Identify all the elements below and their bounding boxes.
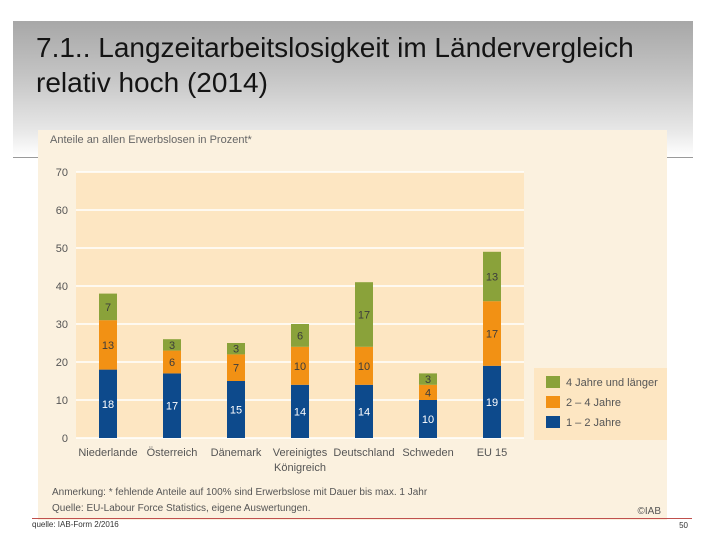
data-label: 3 — [169, 340, 175, 352]
bar-segment — [227, 343, 245, 355]
bar-segment — [291, 384, 309, 438]
bar-segment — [355, 282, 373, 347]
bar-segment — [419, 373, 437, 385]
y-tick-label: 40 — [56, 281, 68, 293]
bar-segment — [227, 354, 245, 381]
data-label: 6 — [297, 330, 303, 342]
legend-swatch — [546, 396, 560, 408]
data-label: 14 — [294, 406, 306, 418]
data-label: 17 — [358, 310, 370, 322]
data-label: 3 — [425, 374, 431, 386]
data-label: 13 — [102, 340, 114, 352]
data-label: 13 — [486, 272, 498, 284]
bar-segment — [163, 350, 181, 374]
y-tick-label: 60 — [56, 205, 68, 217]
legend-swatch — [546, 376, 560, 388]
data-label: 14 — [358, 406, 370, 418]
legend-label: 2 – 4 Jahre — [566, 397, 621, 409]
bar-segment — [355, 384, 373, 438]
stacked-bar-chart: Anteile an allen Erwerbslosen in Prozent… — [50, 134, 667, 474]
x-tick-label: Schweden — [402, 447, 453, 459]
data-label: 15 — [230, 405, 242, 417]
chart-source: Quelle: EU-Labour Force Statistics, eige… — [52, 503, 311, 514]
chart-title: Anteile an allen Erwerbslosen in Prozent… — [50, 134, 253, 146]
x-tick-label: Dänemark — [211, 447, 262, 459]
page-number: 50 — [679, 521, 688, 530]
chart-copyright: ©IAB — [637, 506, 662, 517]
y-tick-label: 0 — [62, 433, 68, 445]
bar-segment — [163, 339, 181, 351]
source-footer: quelle: IAB-Form 2/2016 — [32, 520, 119, 529]
x-tick-label: Niederlande — [78, 447, 137, 459]
x-tick-label: Vereinigtes — [273, 447, 328, 459]
y-tick-label: 70 — [56, 167, 68, 179]
x-tick-label: Königreich — [274, 462, 326, 474]
x-tick-label: EU 15 — [477, 447, 508, 459]
data-label: 3 — [233, 344, 239, 356]
bar-segment — [483, 301, 501, 366]
legend-label: 4 Jahre und länger — [566, 377, 658, 389]
bar-segment — [355, 346, 373, 385]
data-label: 10 — [358, 361, 370, 373]
data-label: 18 — [102, 399, 114, 411]
bar-segment — [483, 251, 501, 302]
y-tick-label: 50 — [56, 243, 68, 255]
bar-segment — [163, 373, 181, 438]
data-label: 7 — [233, 363, 239, 375]
footer-rule — [32, 518, 692, 519]
legend-label: 1 – 2 Jahre — [566, 417, 621, 429]
bar-segment — [291, 324, 309, 347]
x-tick-label: Österreich — [147, 447, 198, 459]
legend-swatch — [546, 416, 560, 428]
bar-segment — [291, 346, 309, 385]
data-label: 19 — [486, 397, 498, 409]
slide-title: 7.1.. Langzeitarbeitslosigkeit im Länder… — [36, 32, 634, 98]
data-label: 6 — [169, 357, 175, 369]
data-label: 10 — [294, 361, 306, 373]
y-tick-label: 10 — [56, 395, 68, 407]
bar-segment — [419, 400, 437, 438]
data-label: 4 — [425, 387, 431, 399]
bar-segment — [483, 365, 501, 438]
chart-panel: Anteile an allen Erwerbslosen in Prozent… — [38, 130, 667, 520]
x-tick-label: Deutschland — [333, 447, 394, 459]
bar-segment — [227, 381, 245, 438]
data-label: 7 — [105, 302, 111, 314]
chart-note: Anmerkung: * fehlende Anteile auf 100% s… — [52, 487, 428, 498]
bar-segment — [99, 293, 117, 321]
data-label: 10 — [422, 414, 434, 426]
bar-segment — [99, 320, 117, 370]
y-tick-label: 30 — [56, 319, 68, 331]
y-tick-label: 20 — [56, 357, 68, 369]
data-label: 17 — [486, 329, 498, 341]
bar-segment — [99, 369, 117, 438]
data-label: 17 — [166, 401, 178, 413]
bar-segment — [419, 384, 437, 400]
